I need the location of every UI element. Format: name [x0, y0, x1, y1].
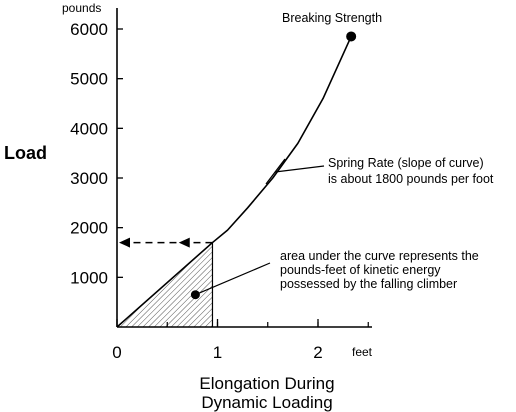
breaking-strength-label: Breaking Strength: [282, 11, 382, 25]
arrow-head-middle: [178, 237, 190, 248]
y-tick-label: 4000: [70, 119, 108, 138]
load-curve: [116, 36, 352, 328]
spring-rate-leader-line: [274, 165, 325, 173]
x-axis-title-line-2: Dynamic Loading: [201, 393, 332, 412]
spring-rate-label-line-1: Spring Rate (slope of curve): [328, 156, 484, 170]
breaking-strength-point: [346, 31, 357, 42]
arrow-head-left: [119, 237, 130, 248]
spring-rate-label-line-2: is about 1800 pounds per foot: [328, 172, 494, 186]
area-leader-line: [195, 262, 271, 296]
y-unit-label: pounds: [62, 1, 101, 15]
area-label-line-1: area under the curve represents the: [280, 249, 479, 263]
y-tick-label: 1000: [70, 268, 108, 287]
y-tick-label: 3000: [70, 169, 108, 188]
area-label-line-2: pounds-feet of kinetic energy: [280, 263, 441, 277]
area-label-line-3: possessed by the falling climber: [280, 277, 457, 291]
x-tick-label: 0: [112, 343, 121, 362]
y-tick-label: 6000: [70, 20, 108, 39]
y-axis-title: Load: [4, 143, 47, 163]
x-axis-title-line-1: Elongation During: [199, 374, 334, 393]
y-tick-label: 2000: [70, 219, 108, 238]
energy-shaded-area: [117, 242, 213, 327]
y-tick-label: 5000: [70, 70, 108, 89]
x-tick-label: 1: [213, 343, 222, 362]
x-unit-label: feet: [352, 345, 373, 359]
x-tick-label: 2: [313, 343, 322, 362]
